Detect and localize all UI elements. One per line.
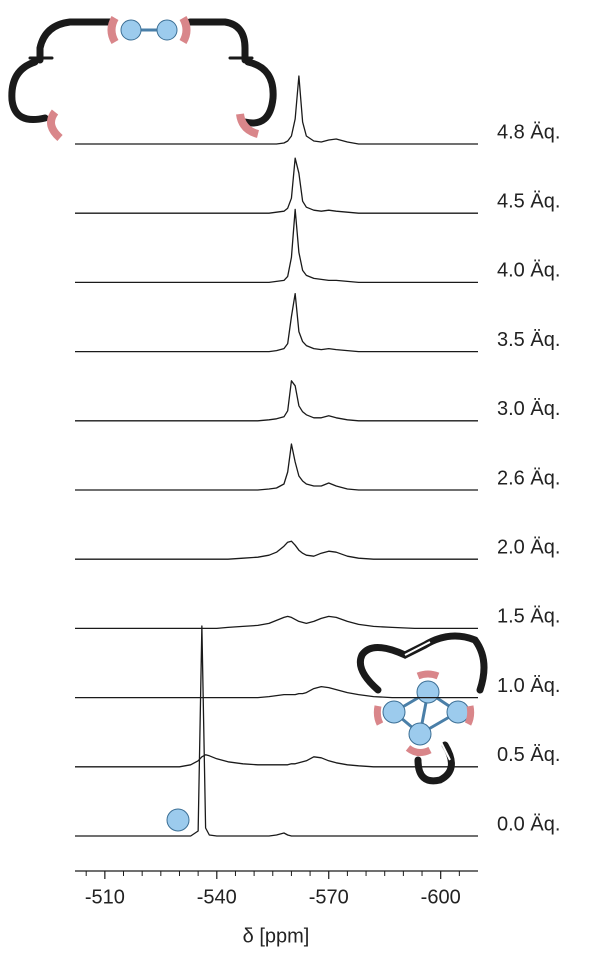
spectrum-line — [75, 294, 478, 352]
icon-crescent — [112, 18, 116, 42]
series-label: 3.0 Äq. — [497, 398, 560, 420]
x-tick-label: -540 — [197, 886, 237, 908]
x-axis-label: δ [ppm] — [243, 925, 310, 947]
x-tick-label: -510 — [85, 886, 125, 908]
spectrum-line — [75, 444, 478, 490]
chart: δ [ppm] -510 -540 -570 -600 4.8 Äq. 4.5 Äq. 4.… — [0, 0, 589, 951]
icon-crescent — [183, 18, 187, 42]
spectrum-line — [75, 541, 478, 559]
spectrum-line — [75, 76, 478, 144]
spectrum-line — [75, 209, 478, 282]
series-label: 3.5 Äq. — [497, 329, 560, 351]
icon-arm — [190, 22, 245, 60]
series-label: 0.5 Äq. — [497, 744, 560, 766]
spectrum-line — [75, 381, 478, 421]
icon-arm — [245, 62, 273, 123]
series-label: 4.0 Äq. — [497, 260, 560, 282]
icon-arm — [12, 62, 45, 120]
monomer-atoms — [51, 18, 258, 138]
x-tick-label: -570 — [309, 886, 349, 908]
series-label: 2.0 Äq. — [497, 536, 560, 558]
series-label: 4.8 Äq. — [497, 121, 560, 143]
xe-atom-icon — [167, 809, 189, 831]
icon-atom — [447, 701, 469, 723]
series-label: 0.0 Äq. — [497, 813, 560, 835]
icon-crescent — [51, 112, 60, 138]
series-label: 4.5 Äq. — [497, 190, 560, 212]
spectrum-line — [75, 158, 478, 213]
x-tick-label: -600 — [421, 886, 461, 908]
icon-atom — [409, 723, 431, 745]
icon-arm — [40, 22, 110, 60]
cluster-icon — [360, 636, 484, 781]
icon-atom — [417, 681, 439, 703]
spectrum-line — [75, 616, 478, 628]
monomer-icon — [12, 22, 273, 123]
series-label: 1.5 Äq. — [497, 606, 560, 628]
icon-atom — [157, 20, 177, 40]
series-label: 1.0 Äq. — [497, 675, 560, 697]
icon-atom — [383, 701, 405, 723]
series-label: 2.6 Äq. — [497, 467, 560, 489]
icon-atom — [121, 20, 141, 40]
